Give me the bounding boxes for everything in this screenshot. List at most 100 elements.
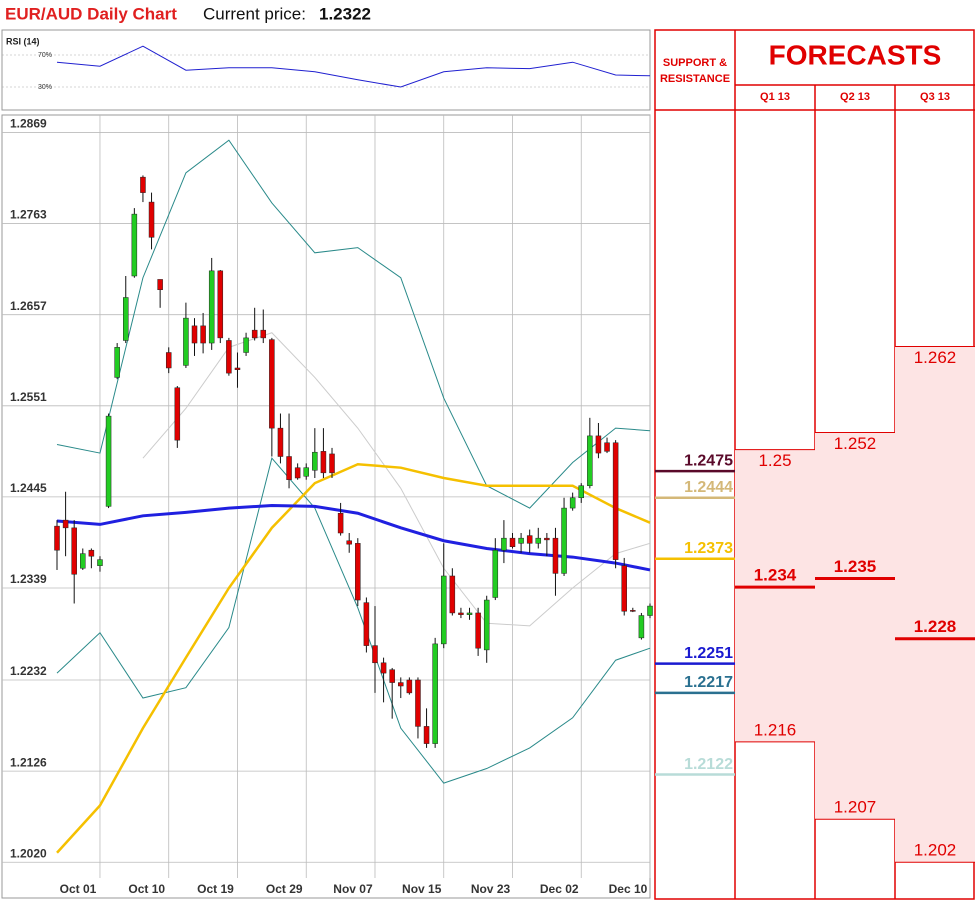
candle-body xyxy=(114,347,120,378)
candle-body xyxy=(466,612,473,615)
candle-body xyxy=(200,325,206,344)
candle-body xyxy=(535,537,542,544)
x-tick-label: Nov 15 xyxy=(402,882,442,896)
candle-body xyxy=(148,201,155,238)
candle-body xyxy=(492,549,499,598)
candle-body xyxy=(303,467,309,477)
candle-body xyxy=(329,453,335,474)
sr-label: 1.2475 xyxy=(684,452,733,469)
x-tick-label: Oct 10 xyxy=(128,882,165,896)
y-tick-label: 1.2339 xyxy=(10,572,47,586)
candle-body xyxy=(595,435,602,454)
candle-body xyxy=(131,213,138,277)
candle-body xyxy=(226,340,232,374)
candle-body xyxy=(157,279,163,291)
forecast-high-label: 1.262 xyxy=(914,348,957,367)
candle-body xyxy=(88,549,95,557)
candle-body xyxy=(415,679,421,727)
candle-body xyxy=(191,325,198,344)
forecast-low-label: 1.202 xyxy=(914,841,957,860)
candle-body xyxy=(578,485,584,499)
candle-body xyxy=(71,527,77,575)
candle-body xyxy=(243,337,249,353)
candle-body xyxy=(518,537,524,544)
forecasts-title: FORECASTS xyxy=(769,39,942,70)
candle-body xyxy=(544,537,550,541)
y-tick-label: 1.2551 xyxy=(10,390,47,404)
forecast-mid-label: 1.228 xyxy=(914,617,957,636)
candle-body xyxy=(561,507,567,574)
forecast-low-label: 1.207 xyxy=(834,798,877,817)
candle-body xyxy=(398,682,404,687)
candle-body xyxy=(251,329,258,339)
y-tick-label: 1.2763 xyxy=(10,208,47,222)
candle-body xyxy=(612,442,619,560)
candle-body xyxy=(174,387,181,441)
candle-body xyxy=(458,612,464,615)
candle-body xyxy=(208,270,215,344)
quarter-label: Q3 13 xyxy=(920,91,950,103)
x-tick-label: Nov 07 xyxy=(333,882,373,896)
y-tick-label: 1.2020 xyxy=(10,846,47,860)
indicator-line xyxy=(142,332,651,627)
forecast-range xyxy=(815,432,895,820)
candle-body xyxy=(526,535,533,544)
forecast-range xyxy=(895,346,975,863)
candle-body xyxy=(647,605,653,616)
rsi-title: RSI (14) xyxy=(6,36,40,46)
x-tick-label: Nov 23 xyxy=(471,882,511,896)
candle-body xyxy=(97,559,103,566)
forecast-high-label: 1.252 xyxy=(834,434,877,453)
candle-body xyxy=(286,456,292,480)
rsi-frame xyxy=(1,29,651,111)
forecast-low-label: 1.216 xyxy=(754,720,797,739)
x-tick-label: Oct 29 xyxy=(266,882,303,896)
candle-body xyxy=(509,537,516,548)
candle-body xyxy=(432,643,438,744)
candle-body xyxy=(217,270,224,339)
candle-body xyxy=(320,451,327,474)
candle-body xyxy=(440,575,447,645)
candle-body xyxy=(140,176,146,193)
sr-label: 1.2122 xyxy=(684,756,733,773)
candle-body xyxy=(569,497,576,509)
candle-body xyxy=(234,367,241,370)
candle-body xyxy=(62,519,69,529)
candle-body xyxy=(312,451,318,471)
candle-body xyxy=(423,726,430,744)
y-tick-label: 70% xyxy=(38,52,52,59)
chart-title: EUR/AUD Daily Chart xyxy=(5,4,177,23)
candle-body xyxy=(277,427,284,457)
current-price: 1.2322 xyxy=(319,4,371,23)
candle-body xyxy=(587,435,593,486)
indicator-line xyxy=(56,462,651,854)
candle-body xyxy=(475,612,481,649)
candle-body xyxy=(621,565,627,612)
y-tick-label: 30% xyxy=(38,84,52,91)
sr-label: 1.2444 xyxy=(684,479,733,496)
sr-label: 1.2251 xyxy=(684,645,733,662)
support-resistance-title: SUPPORT & RESISTANCE xyxy=(659,57,731,85)
candle-body xyxy=(483,599,490,651)
candle-body xyxy=(123,297,129,341)
candle-body xyxy=(363,602,370,646)
candle-body xyxy=(165,352,172,369)
candle-body xyxy=(183,317,189,366)
y-tick-label: 1.2445 xyxy=(10,481,47,495)
indicator-line xyxy=(56,457,651,784)
candle-body xyxy=(346,540,352,545)
candle-body xyxy=(355,543,361,601)
candle-body xyxy=(80,553,86,569)
candle-body xyxy=(638,615,645,639)
candle-body xyxy=(269,339,275,429)
candle-body xyxy=(630,610,636,612)
candle-body xyxy=(604,442,610,452)
x-tick-label: Oct 01 xyxy=(60,882,97,896)
main-frame xyxy=(1,114,651,899)
y-tick-label: 1.2869 xyxy=(10,117,47,131)
forecast-high-label: 1.25 xyxy=(758,451,791,470)
sr-label: 1.2217 xyxy=(684,674,733,691)
sr-label: 1.2373 xyxy=(684,540,733,557)
